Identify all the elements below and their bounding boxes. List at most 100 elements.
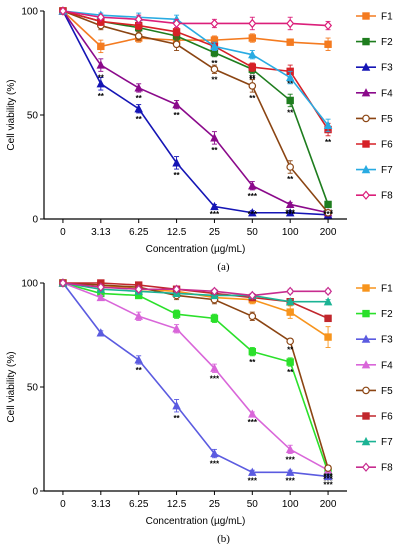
legend-label: F1 bbox=[381, 12, 393, 23]
data-point bbox=[324, 286, 333, 297]
x-tick-label: 50 bbox=[247, 227, 259, 238]
series-line bbox=[62, 10, 329, 214]
legend-item-f5: F5 bbox=[356, 114, 393, 125]
legend-marker bbox=[361, 88, 371, 97]
legend-item-f5: F5 bbox=[356, 386, 393, 397]
significance-label: *** bbox=[286, 476, 296, 485]
legend-marker bbox=[362, 114, 370, 123]
legend-marker bbox=[361, 164, 371, 174]
legend-label: F4 bbox=[381, 360, 393, 371]
data-point bbox=[96, 282, 105, 292]
legend-item-f3: F3 bbox=[356, 334, 393, 346]
legend-label: F2 bbox=[381, 309, 393, 320]
legend-label: F6 bbox=[381, 412, 393, 423]
data-point bbox=[210, 314, 219, 323]
series-line bbox=[62, 282, 329, 471]
significance-label: *** bbox=[286, 209, 296, 218]
significance-label: ** bbox=[211, 146, 218, 155]
legend-item-f8: F8 bbox=[356, 190, 393, 202]
legend-label: F5 bbox=[381, 386, 393, 397]
legend: F1 F2 F3 F4 F5 F6 F7 F8 bbox=[356, 284, 393, 474]
y-tick-label: 100 bbox=[21, 279, 38, 290]
data-point bbox=[172, 158, 181, 167]
legend-label: F8 bbox=[381, 463, 393, 474]
significance-label: ** bbox=[287, 368, 294, 377]
x-tick-label: 100 bbox=[282, 227, 299, 238]
data-point bbox=[248, 312, 257, 321]
y-tick-label: 50 bbox=[27, 383, 39, 394]
chart-panel-b: 0 50 100 0 3.13 6.25 12.5 25 50 100 200 Concentrati… bbox=[6, 278, 393, 544]
data-point bbox=[324, 333, 332, 341]
significance-label: ** bbox=[173, 111, 180, 120]
data-point bbox=[324, 200, 332, 209]
series-line bbox=[62, 10, 329, 48]
data-point bbox=[134, 311, 143, 320]
legend-label: F3 bbox=[381, 335, 393, 346]
significance-label: *** bbox=[210, 460, 220, 469]
series-line bbox=[62, 10, 329, 126]
data-point bbox=[172, 40, 181, 49]
data-point bbox=[285, 72, 295, 82]
data-point bbox=[248, 181, 257, 190]
data-point bbox=[324, 464, 332, 472]
data-point bbox=[172, 18, 181, 29]
significance-label: *** bbox=[248, 476, 258, 485]
series-line bbox=[62, 282, 329, 469]
data-point bbox=[96, 60, 106, 69]
series-line bbox=[62, 282, 329, 297]
series-f8 bbox=[58, 6, 333, 31]
data-point bbox=[248, 467, 257, 476]
x-tick-label: 6.25 bbox=[129, 227, 149, 238]
data-point bbox=[97, 42, 105, 51]
data-point bbox=[248, 82, 257, 90]
legend-label: F3 bbox=[381, 63, 393, 74]
data-point bbox=[248, 290, 257, 301]
data-point bbox=[285, 297, 295, 306]
series-line bbox=[62, 10, 329, 27]
legend-item-f1: F1 bbox=[356, 12, 393, 23]
legend-item-f2: F2 bbox=[356, 309, 393, 320]
data-point bbox=[134, 104, 143, 113]
data-point bbox=[248, 50, 257, 59]
significance-label: *** bbox=[248, 418, 258, 427]
data-point bbox=[286, 96, 294, 105]
legend-item-f6: F6 bbox=[356, 412, 393, 423]
significance-label: *** bbox=[323, 476, 333, 485]
data-point bbox=[248, 34, 257, 42]
legend-marker bbox=[362, 462, 370, 472]
data-point bbox=[323, 471, 333, 481]
data-point bbox=[172, 284, 181, 294]
significance-label: ** bbox=[249, 94, 256, 103]
legend-item-f7: F7 bbox=[356, 436, 393, 448]
data-point bbox=[210, 201, 219, 211]
significance-label: *** bbox=[323, 481, 333, 490]
significance-label: ** bbox=[98, 92, 105, 101]
data-point bbox=[248, 208, 257, 217]
legend-item-f8: F8 bbox=[356, 462, 393, 474]
x-tick-label: 12.5 bbox=[167, 227, 187, 238]
legend-marker bbox=[361, 334, 371, 343]
significance-label: *** bbox=[248, 192, 258, 201]
data-point bbox=[210, 448, 219, 458]
legend-marker bbox=[362, 37, 370, 46]
data-point bbox=[248, 409, 257, 418]
data-point bbox=[286, 286, 295, 297]
significance-label: ** bbox=[249, 73, 256, 82]
panel-label: (b) bbox=[217, 533, 230, 544]
significance-label: *** bbox=[248, 210, 258, 219]
series-line bbox=[62, 282, 329, 473]
data-point bbox=[96, 12, 105, 22]
data-point bbox=[285, 208, 295, 217]
series-line bbox=[62, 282, 329, 303]
series-f8 bbox=[58, 278, 333, 301]
data-point bbox=[324, 208, 332, 217]
data-point bbox=[172, 28, 181, 36]
legend-label: F5 bbox=[381, 114, 393, 125]
legend-item-f4: F4 bbox=[356, 88, 393, 99]
y-tick-label: 0 bbox=[32, 487, 38, 498]
significance-label: ** bbox=[325, 138, 332, 147]
legend-label: F6 bbox=[381, 140, 393, 151]
data-point bbox=[324, 314, 332, 323]
x-tick-label: 200 bbox=[320, 499, 337, 510]
significance-label: ** bbox=[211, 75, 218, 84]
